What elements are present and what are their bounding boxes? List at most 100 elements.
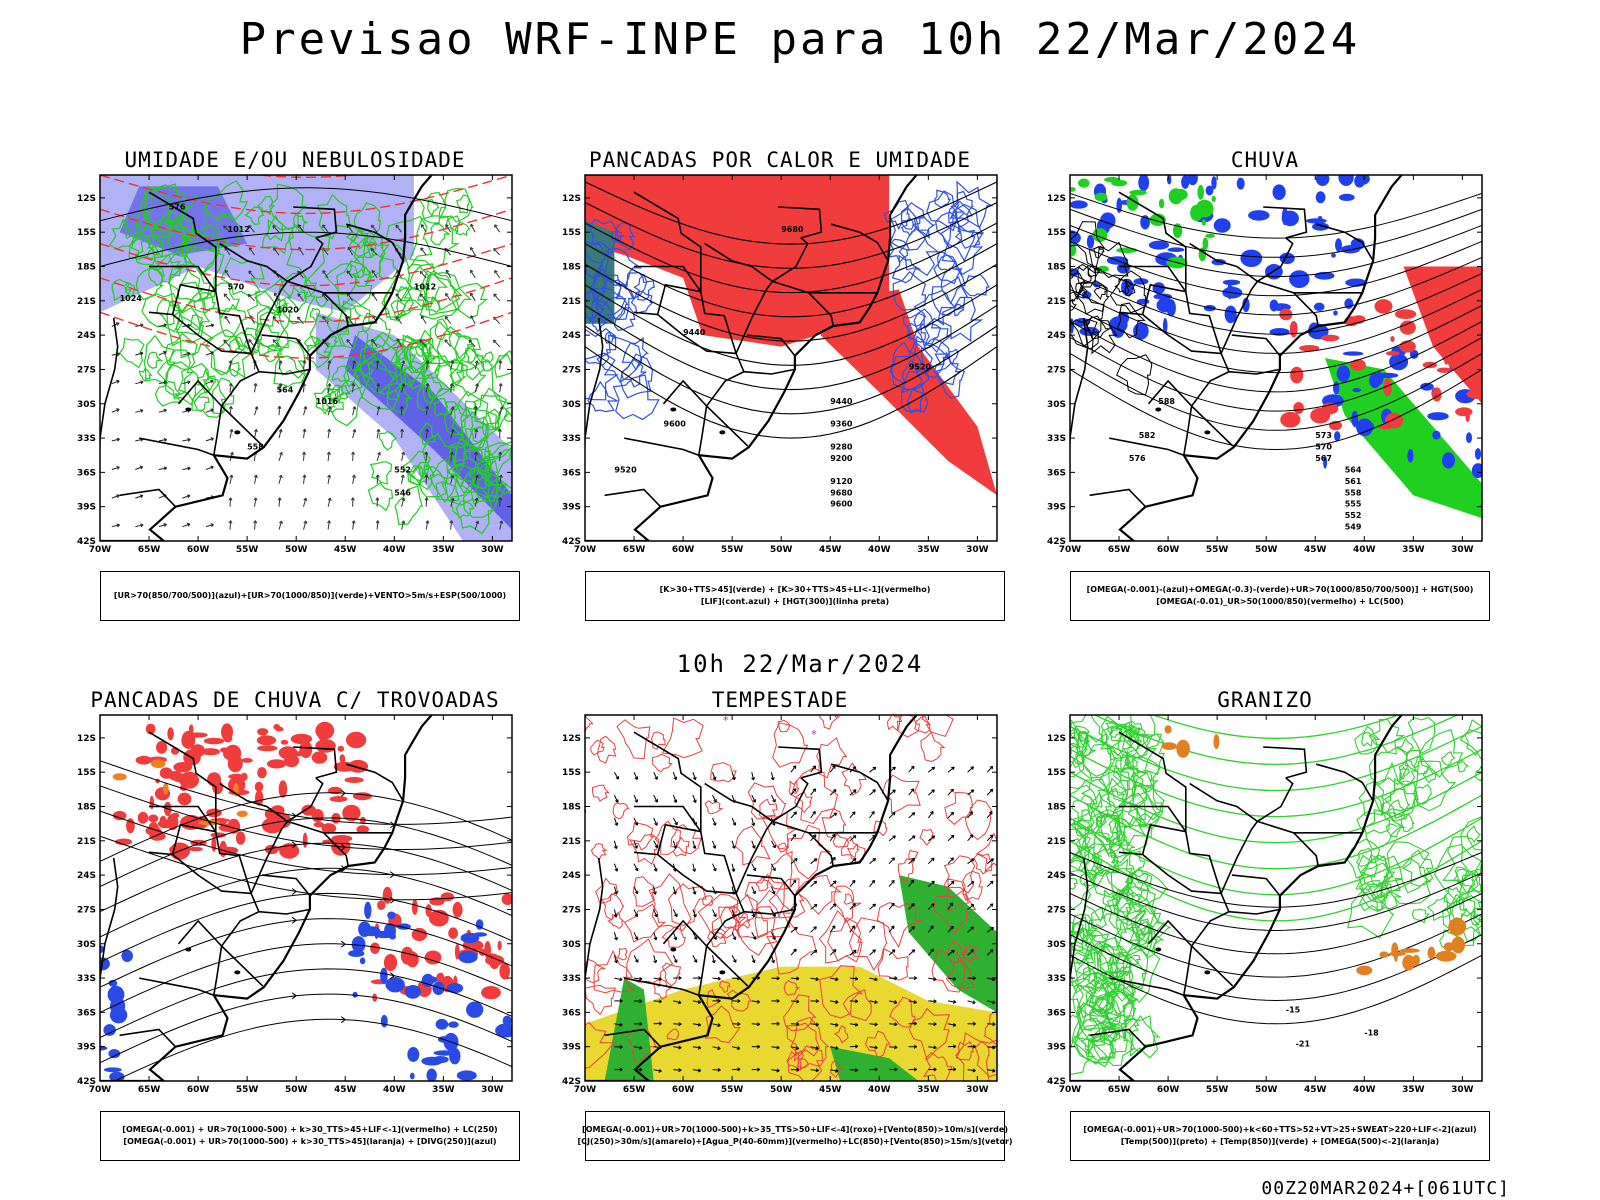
wind-vector bbox=[927, 835, 936, 842]
wind-vector bbox=[653, 886, 656, 895]
wind-vector bbox=[346, 270, 353, 279]
wind-vector bbox=[933, 999, 937, 1004]
omega-area bbox=[1211, 258, 1226, 266]
temp850-contour bbox=[1070, 944, 1094, 988]
map-layers: 9680960095209440936092809200912096809600… bbox=[585, 175, 997, 541]
wind-vector bbox=[163, 523, 167, 527]
divergence-area bbox=[384, 922, 396, 938]
wind-vector bbox=[473, 405, 478, 410]
low-level-humidity-contour bbox=[464, 426, 490, 449]
wind-vector bbox=[947, 902, 954, 910]
wind-vector bbox=[874, 1022, 878, 1027]
lat-tick-label: 21S bbox=[1047, 837, 1066, 847]
low-level-humidity-contour bbox=[287, 286, 309, 312]
lon-tick-label: 60W bbox=[1157, 545, 1180, 555]
low-level-humidity-contour bbox=[180, 244, 225, 301]
wind-vector bbox=[912, 835, 916, 839]
wind-vector bbox=[327, 360, 332, 364]
wind-vector bbox=[712, 794, 717, 803]
wind-vector bbox=[693, 936, 698, 940]
wind-vector bbox=[424, 474, 429, 478]
wind-vector bbox=[498, 360, 503, 364]
low-level-humidity-contour bbox=[343, 364, 361, 388]
low-level-humidity-contour bbox=[419, 271, 472, 320]
panel-legend: [K>30+TTS>45](verde) + [K>30+TTS>45+LI<-… bbox=[585, 571, 1005, 621]
wind-vector bbox=[425, 406, 429, 416]
wind-vector bbox=[278, 474, 282, 484]
wind-vector bbox=[869, 1023, 878, 1026]
wind-vector bbox=[229, 360, 232, 370]
pw-contour bbox=[672, 836, 690, 857]
wind-vector bbox=[347, 293, 354, 302]
wind-vector bbox=[425, 360, 430, 364]
omega-strong-area bbox=[1202, 237, 1209, 250]
wind-vector bbox=[931, 789, 935, 793]
lon-tick-label: 30W bbox=[481, 1085, 504, 1095]
lat-tick-label: 15S bbox=[1047, 768, 1066, 778]
low-level-humidity-contour bbox=[326, 355, 364, 401]
low-level-humidity-contour bbox=[146, 351, 164, 369]
wind-vector bbox=[470, 224, 476, 233]
storm-area bbox=[313, 822, 325, 828]
wind-vector bbox=[449, 520, 454, 524]
wind-vector bbox=[470, 269, 474, 274]
panel-title: UMIDADE E/OU NEBULOSIDADE bbox=[124, 148, 466, 172]
legend-line: [OMEGA(-0.001) + UR>70(1000-500) + k>30_… bbox=[122, 1125, 498, 1134]
low-level-humidity-contour bbox=[361, 312, 391, 350]
wind-vector bbox=[163, 438, 168, 442]
wind-vector bbox=[953, 1067, 957, 1072]
wind-vector bbox=[248, 339, 255, 347]
wind-vector bbox=[376, 406, 380, 416]
omega-area bbox=[1167, 247, 1185, 252]
streamline-250 bbox=[100, 842, 512, 913]
wind-vector bbox=[872, 766, 877, 771]
lat-tick-label: 39S bbox=[1047, 503, 1066, 513]
temp850-contour bbox=[1106, 787, 1126, 812]
omega-area bbox=[1305, 218, 1327, 224]
storm-area bbox=[203, 737, 225, 745]
lat-tick-label: 33S bbox=[1047, 434, 1066, 444]
lif-contour bbox=[585, 290, 605, 323]
storm-area-k bbox=[112, 773, 127, 781]
storm-area bbox=[235, 831, 246, 845]
pw-contour bbox=[616, 719, 651, 760]
temp850-contour bbox=[1070, 915, 1098, 955]
temp850-contour bbox=[1413, 760, 1457, 812]
wind-vector bbox=[272, 339, 277, 343]
pw-contour bbox=[787, 1045, 824, 1081]
wind-vector bbox=[400, 428, 405, 433]
contour-label: 9120 bbox=[830, 477, 853, 486]
wind-vector bbox=[327, 428, 332, 433]
wind-vector bbox=[770, 794, 776, 803]
temp850-contour bbox=[1109, 833, 1135, 864]
legend-line: [OMEGA(-0.001)-(azul)+OMEGA(-0.3)-(verde… bbox=[1086, 585, 1474, 594]
wind-vector bbox=[830, 1023, 839, 1026]
pw-contour bbox=[785, 824, 833, 880]
hgt500-contour bbox=[1088, 241, 1129, 279]
wind-vector bbox=[444, 316, 449, 320]
contour-label: 9360 bbox=[830, 420, 853, 429]
pw-contour bbox=[736, 906, 778, 956]
wind-vector bbox=[450, 406, 454, 416]
pressure-contour bbox=[100, 231, 512, 267]
wind-vector bbox=[967, 881, 975, 887]
lat-tick-label: 36S bbox=[77, 468, 96, 478]
wind-vector bbox=[815, 1046, 819, 1050]
wind-vector bbox=[731, 817, 736, 826]
low-level-humidity-contour bbox=[143, 185, 173, 230]
omega-area bbox=[1333, 310, 1338, 316]
hgt300-contour bbox=[585, 304, 997, 391]
wind-vector bbox=[613, 840, 617, 849]
wind-vector bbox=[712, 822, 717, 826]
lon-tick-label: 55W bbox=[1206, 1085, 1229, 1095]
contour-label: 9520 bbox=[909, 362, 932, 371]
low-level-humidity-contour bbox=[484, 404, 512, 461]
wind-vector bbox=[163, 323, 167, 328]
wind-vector bbox=[970, 926, 974, 930]
wind-vector bbox=[989, 765, 994, 770]
streamline-arrow bbox=[291, 992, 298, 1000]
streamline-250 bbox=[100, 835, 512, 901]
wind-vector bbox=[493, 339, 501, 347]
wind-vector bbox=[911, 812, 916, 816]
wind-vector bbox=[986, 811, 993, 819]
